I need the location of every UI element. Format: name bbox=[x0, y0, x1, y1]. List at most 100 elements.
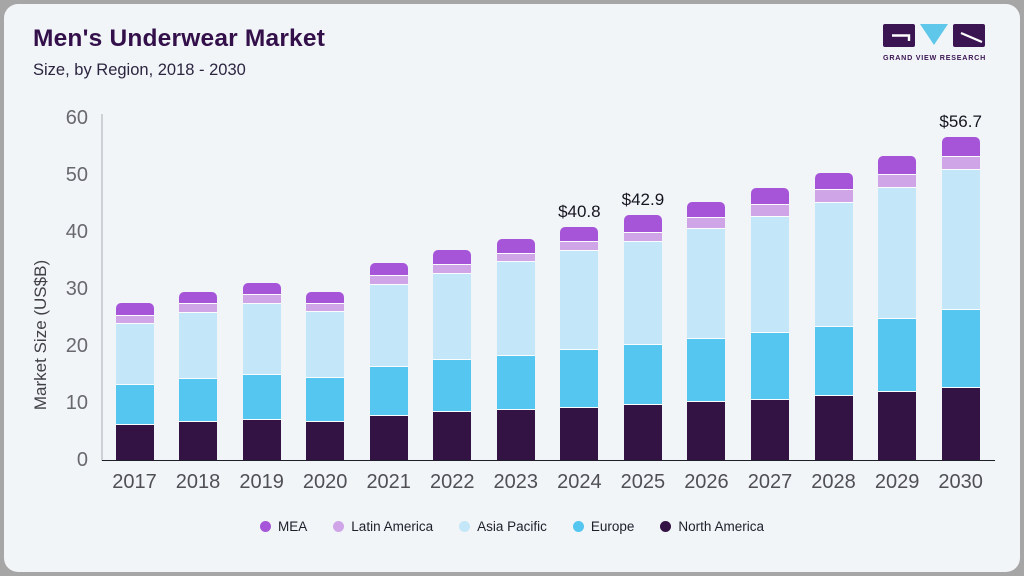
legend-color-dot bbox=[260, 520, 272, 532]
bar-segment-latin-america bbox=[179, 304, 218, 313]
bar-segment-north-america bbox=[179, 422, 218, 460]
bar-segment-mea bbox=[179, 292, 218, 305]
x-axis-tick-label: 2022 bbox=[430, 471, 475, 493]
bar-segment-mea bbox=[878, 155, 917, 175]
bar-segment-north-america bbox=[496, 409, 535, 460]
gvr-logo-mark-icon bbox=[883, 24, 985, 47]
bar-segment-north-america bbox=[433, 412, 472, 460]
bar-segment-north-america bbox=[306, 421, 345, 460]
bar-segment-mea bbox=[433, 249, 472, 266]
bar-segment-europe bbox=[814, 326, 853, 397]
legend-color-dot bbox=[660, 520, 672, 532]
bar-segment-europe bbox=[242, 375, 281, 421]
chart-stage: Men's Underwear Market Size, by Region, … bbox=[4, 4, 1020, 572]
legend-label: Latin America bbox=[351, 518, 434, 534]
bar-segment-europe bbox=[433, 360, 472, 413]
x-axis-tick-label: 2030 bbox=[938, 471, 983, 493]
bar-segment-europe bbox=[369, 366, 408, 416]
bar-segment-asia-pacific bbox=[687, 228, 726, 339]
bar-segment-europe bbox=[687, 338, 726, 402]
bar-segment-latin-america bbox=[433, 265, 472, 274]
grand-view-research-logo: GRAND VIEW RESEARCH bbox=[883, 24, 985, 62]
legend-label: Europe bbox=[590, 518, 635, 534]
bar-segment-asia-pacific bbox=[623, 241, 662, 345]
bar-segment-latin-america bbox=[560, 242, 599, 251]
bar-segment-europe bbox=[751, 332, 789, 400]
x-axis-tick-label: 2018 bbox=[175, 471, 221, 493]
bar-segment-mea bbox=[751, 188, 789, 205]
bar-segment-asia-pacific bbox=[115, 323, 154, 386]
bar-segment-north-america bbox=[242, 420, 281, 460]
bar-total-label: $40.8 bbox=[558, 202, 601, 222]
bar-segment-north-america bbox=[814, 396, 853, 460]
y-axis-tick-label: 0 bbox=[76, 449, 88, 471]
bar-segment-asia-pacific bbox=[242, 303, 281, 376]
bar-segment-europe bbox=[306, 378, 345, 422]
bar-segment-north-america bbox=[623, 404, 662, 460]
bar-segment-latin-america bbox=[751, 204, 789, 218]
bar-segment-asia-pacific bbox=[496, 262, 535, 357]
bar-segment-north-america bbox=[751, 399, 789, 460]
y-axis-tick-label: 40 bbox=[65, 221, 88, 243]
bar-segment-europe bbox=[496, 356, 535, 410]
bar-segment-latin-america bbox=[115, 315, 154, 324]
bar-segment-latin-america bbox=[623, 232, 662, 242]
bar-segment-asia-pacific bbox=[369, 285, 408, 367]
chart-card: Men's Underwear Market Size, by Region, … bbox=[4, 4, 1020, 572]
bar-segment-latin-america bbox=[306, 303, 345, 313]
bar-segment-latin-america bbox=[878, 175, 917, 188]
bar-segment-europe bbox=[179, 379, 218, 423]
bar-segment-north-america bbox=[687, 401, 726, 460]
bar-segment-asia-pacific bbox=[814, 202, 853, 327]
legend-item-north-america: North America bbox=[660, 519, 764, 534]
y-axis-line bbox=[101, 114, 103, 461]
y-axis-tick-label: 20 bbox=[65, 335, 88, 357]
bar-segment-mea bbox=[306, 291, 345, 304]
bar-segment-latin-america bbox=[941, 156, 980, 170]
x-axis-tick-label: 2019 bbox=[239, 471, 284, 493]
legend-color-dot bbox=[333, 520, 345, 532]
bar-segment-asia-pacific bbox=[433, 273, 472, 361]
bar-segment-mea bbox=[115, 303, 154, 316]
y-axis-tick-label: 60 bbox=[65, 107, 88, 129]
y-axis-tick-label: 50 bbox=[65, 164, 88, 186]
bar-segment-north-america bbox=[369, 415, 408, 460]
bar-total-label: $42.9 bbox=[621, 190, 665, 210]
legend-color-dot bbox=[459, 520, 471, 532]
x-axis-tick-label: 2024 bbox=[557, 471, 602, 493]
bar-segment-latin-america bbox=[242, 295, 281, 304]
bar-segment-asia-pacific bbox=[941, 169, 980, 311]
x-axis-tick-label: 2025 bbox=[620, 471, 666, 493]
y-axis-tick-label: 10 bbox=[65, 392, 88, 414]
x-axis-tick-label: 2026 bbox=[684, 471, 729, 493]
bar-segment-asia-pacific bbox=[878, 187, 917, 320]
legend-label: Asia Pacific bbox=[477, 518, 547, 534]
x-axis-tick-label: 2023 bbox=[493, 471, 539, 493]
bar-segment-latin-america bbox=[814, 190, 853, 203]
chart-subtitle: Size, by Region, 2018 - 2030 bbox=[33, 61, 246, 79]
y-axis-tick-label: 30 bbox=[65, 278, 88, 300]
bar-segment-mea bbox=[242, 282, 281, 296]
legend-color-dot bbox=[572, 520, 584, 532]
x-axis-line bbox=[102, 459, 995, 462]
legend-label: North America bbox=[678, 518, 764, 534]
x-axis-tick-label: 2021 bbox=[366, 471, 411, 493]
bar-segment-europe bbox=[941, 310, 980, 388]
legend-item-europe: Europe bbox=[572, 518, 635, 534]
x-axis-tick-label: 2017 bbox=[112, 471, 157, 493]
x-axis-tick-label: 2029 bbox=[874, 471, 920, 493]
bar-segment-latin-america bbox=[496, 253, 535, 263]
bar-segment-latin-america bbox=[369, 275, 408, 285]
bar-segment-mea bbox=[687, 202, 726, 218]
legend-item-asia-pacific: Asia Pacific bbox=[459, 519, 547, 534]
bar-segment-north-america bbox=[878, 392, 917, 460]
legend-item-mea: MEA bbox=[260, 519, 307, 534]
bar-segment-mea bbox=[941, 136, 980, 157]
x-axis-tick-label: 2020 bbox=[302, 471, 348, 493]
bar-segment-asia-pacific bbox=[560, 250, 599, 350]
bar-segment-mea bbox=[623, 215, 662, 233]
legend-label: MEA bbox=[278, 518, 308, 534]
bar-segment-europe bbox=[878, 319, 917, 393]
bar-segment-mea bbox=[496, 238, 535, 254]
page-title: Men's Underwear Market bbox=[33, 25, 326, 52]
